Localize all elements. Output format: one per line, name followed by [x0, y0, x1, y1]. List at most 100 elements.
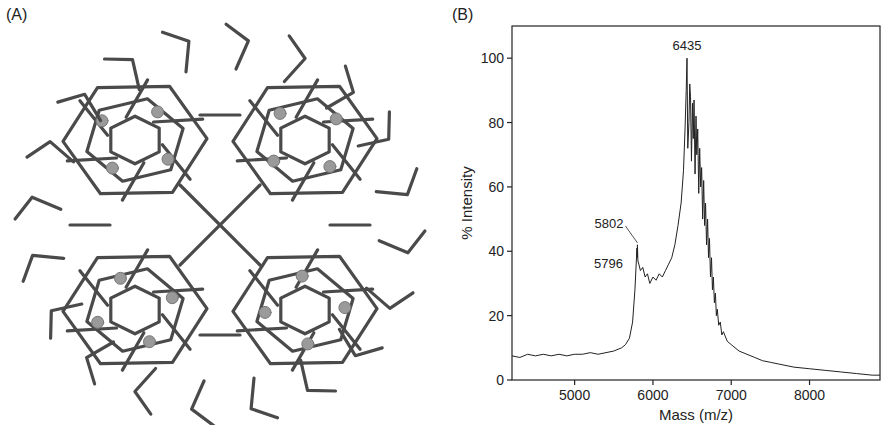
y-tick [507, 315, 512, 316]
x-tick-label: 5000 [559, 387, 590, 403]
metal-atom [106, 162, 118, 174]
metal-atom [302, 338, 314, 350]
y-tick [507, 251, 512, 252]
alkyl-chain [284, 36, 305, 82]
bond [67, 158, 116, 161]
alkyl-chain [379, 231, 425, 253]
alkyl-chain [301, 360, 336, 391]
bond [330, 223, 370, 226]
bond [200, 333, 240, 336]
bond [80, 101, 108, 136]
y-tick-label: 60 [488, 179, 504, 195]
bond [237, 328, 286, 331]
alkyl-chain [327, 66, 354, 108]
bond [296, 80, 318, 117]
ring [257, 269, 353, 351]
y-tick-label: 100 [481, 50, 505, 66]
x-tick [574, 380, 575, 385]
y-tick-label: 20 [488, 308, 504, 324]
bond [332, 315, 360, 350]
peak-label: 6435 [673, 38, 702, 53]
molecular-structure [15, 24, 425, 425]
plot-data [512, 58, 880, 375]
panel-label: (A) [6, 6, 27, 23]
metal-atom [162, 153, 174, 165]
alkyl-chain [358, 112, 389, 146]
y-tick [507, 186, 512, 187]
bond [296, 250, 318, 287]
alkyl-chain [251, 378, 277, 418]
metal-atom [115, 272, 127, 284]
y-tick [507, 122, 512, 123]
ring [281, 286, 329, 334]
alkyl-chain [367, 288, 414, 308]
alkyl-chain [135, 369, 156, 415]
x-tick-label: 7000 [716, 387, 747, 403]
ring [111, 286, 159, 334]
bond [70, 223, 110, 226]
bond [162, 145, 190, 180]
bond [292, 163, 314, 200]
bond [250, 271, 278, 306]
metal-atom [268, 155, 280, 167]
y-tick [507, 58, 512, 59]
bond [200, 113, 240, 116]
alkyl-chain [376, 169, 417, 195]
ring [111, 116, 159, 164]
bond [67, 328, 116, 331]
bond [180, 185, 260, 265]
ring [281, 116, 329, 164]
metal-atom [152, 106, 164, 118]
ring [87, 99, 183, 181]
ring [233, 256, 377, 363]
alkyl-chain [23, 255, 64, 281]
bond [154, 289, 203, 292]
figure: (A) (B) 0 20 40 60 80 100 5000 6000 7000 8000 Mass (… [0, 0, 891, 425]
bond [180, 185, 260, 265]
peak-label: 5796 [594, 256, 623, 271]
x-axis-title: Mass (m/z) [659, 406, 733, 423]
x-tick-label: 8000 [794, 387, 825, 403]
peak-label: 5802 [595, 216, 624, 231]
bond [324, 289, 373, 292]
x-tick [731, 380, 732, 385]
annotations: 6435 5802 5796 [594, 38, 701, 271]
alkyl-chain [87, 342, 114, 384]
y-tick [507, 379, 512, 380]
alkyl-chain [27, 142, 74, 162]
alkyl-chain [51, 304, 82, 338]
metal-atom [92, 316, 104, 328]
ring [87, 269, 183, 351]
metal-atom [166, 292, 178, 304]
bond [122, 163, 143, 200]
bond [162, 315, 190, 350]
bond [126, 250, 148, 287]
metal-atom [274, 107, 286, 119]
bond [122, 333, 143, 370]
y-tick-label: 40 [488, 243, 504, 259]
bond [80, 271, 108, 306]
x-tick-label: 6000 [637, 387, 668, 403]
alkyl-chain [105, 59, 140, 90]
metal-atom [324, 161, 336, 173]
metal-atom [259, 306, 271, 318]
y-tick-label: 80 [488, 115, 504, 131]
ring [257, 99, 353, 181]
metal-atom [330, 113, 342, 125]
spectrum-line [512, 58, 880, 375]
leader-line [625, 226, 637, 243]
x-tick [809, 380, 810, 385]
y-tick-label: 0 [496, 372, 504, 388]
x-tick [652, 380, 653, 385]
y-axis-title: % Intensity [458, 166, 475, 240]
alkyl-chain [226, 24, 248, 69]
bond [250, 101, 278, 136]
metal-atom [296, 270, 308, 282]
panel-label: (B) [452, 6, 473, 23]
alkyl-chain [339, 329, 382, 355]
metal-atom [144, 336, 156, 348]
alkyl-chain [15, 197, 61, 219]
alkyl-chain [192, 381, 214, 425]
bond [332, 145, 360, 180]
alkyl-chain [58, 94, 101, 120]
